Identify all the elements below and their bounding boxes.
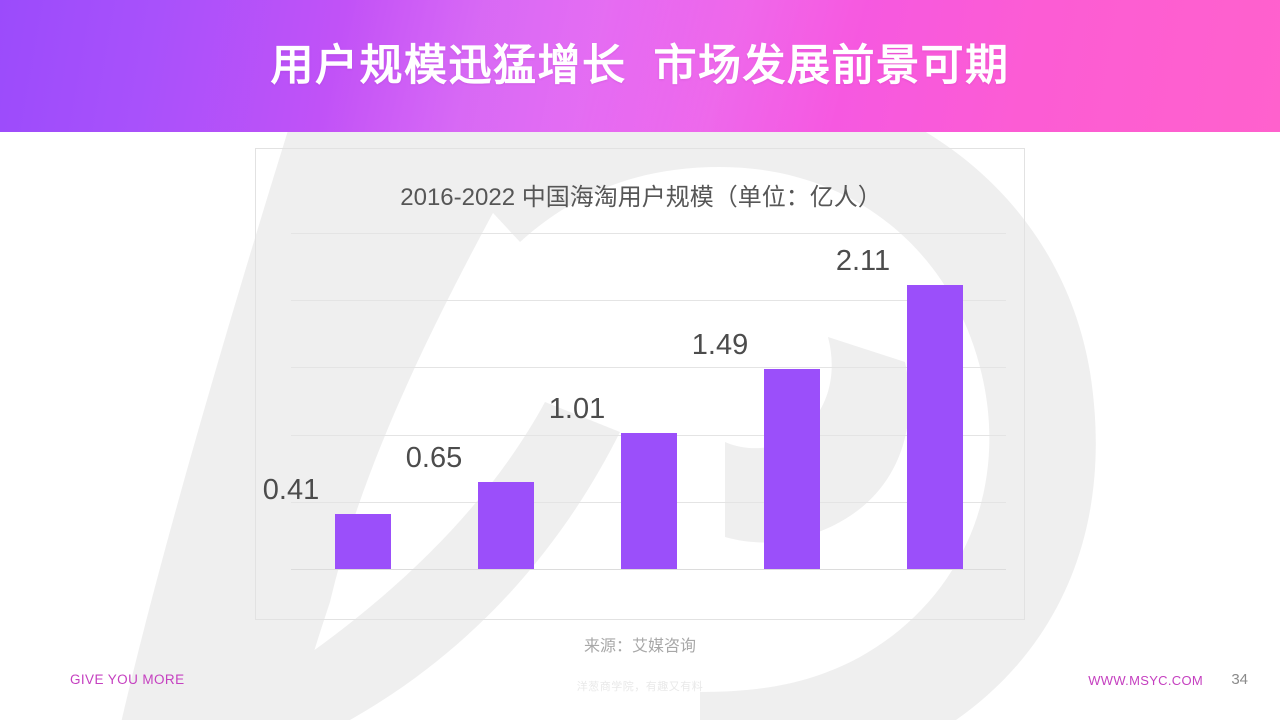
chart-bar-value-label: 1.01 <box>548 393 606 426</box>
chart-bar-value-label: 1.49 <box>691 328 749 361</box>
slide-title: 用户规模迅猛增长 市场发展前景可期 <box>270 42 1010 90</box>
chart-title: 2016-2022 中国海淘用户规模（单位：亿人） <box>400 184 882 211</box>
chart-panel: 2016-2022 中国海淘用户规模（单位：亿人） 0.41 0.65 1.01 1.… <box>255 148 1025 620</box>
chart-bar-slot: 1.49 <box>692 233 863 569</box>
chart-bar[interactable] <box>477 481 534 569</box>
chart-bar-slot: 0.41 <box>263 233 434 569</box>
chart-plot-area: 0.41 0.65 1.01 1.49 2.11 <box>263 233 1006 571</box>
chart-bar[interactable] <box>334 513 391 569</box>
chart-bar[interactable] <box>763 368 820 569</box>
chart-bar-slot: 1.01 <box>549 233 720 569</box>
footer-page-number: 34 <box>1231 671 1248 688</box>
chart-bar-value-label: 0.65 <box>405 441 463 474</box>
chart-bar-slot: 2.11 <box>836 233 1006 569</box>
footer-website-link[interactable]: WWW.MSYC.COM <box>1088 673 1203 688</box>
chart-bar[interactable] <box>620 433 677 569</box>
chart-source-note: 来源：艾媒咨询 <box>583 638 696 655</box>
chart-bar-value-label: 2.11 <box>835 245 891 278</box>
chart-bars: 0.41 0.65 1.01 1.49 2.11 <box>263 233 1006 569</box>
header-band: 用户规模迅猛增长 市场发展前景可期 <box>0 0 1280 132</box>
chart-bar-value-label: 0.41 <box>262 473 320 506</box>
chart-gridline <box>291 569 1006 570</box>
chart-bar[interactable] <box>906 285 963 569</box>
